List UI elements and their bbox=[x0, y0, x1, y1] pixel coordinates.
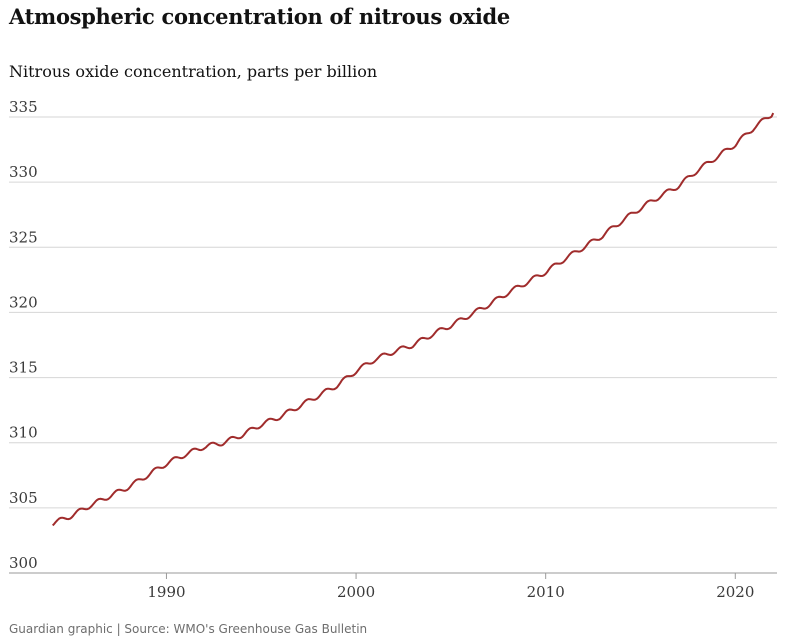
source-footer: Guardian graphic | Source: WMO's Greenho… bbox=[9, 622, 368, 636]
y-tick-label-310: 310 bbox=[9, 424, 38, 442]
y-tick-label-305: 305 bbox=[9, 489, 38, 507]
x-tick-label-2010: 2010 bbox=[527, 583, 565, 601]
y-tick-label-335: 335 bbox=[9, 98, 38, 116]
x-tick-label-2020: 2020 bbox=[716, 583, 754, 601]
series-layer bbox=[51, 112, 775, 527]
y-tick-label-325: 325 bbox=[9, 228, 38, 246]
line-chart: 300 305 310 315 320 325 330 335 1990 2000 2010 202… bbox=[9, 98, 777, 601]
x-axis-ticks: 1990 2000 2010 2020 bbox=[147, 573, 754, 601]
y-tick-label-320: 320 bbox=[9, 293, 38, 311]
chart-title: Atmospheric concentration of nitrous oxi… bbox=[9, 4, 510, 29]
y-tick-label-330: 330 bbox=[9, 163, 38, 181]
chart-subtitle: Nitrous oxide concentration, parts per b… bbox=[9, 62, 378, 81]
gridlines bbox=[9, 116, 777, 574]
y-tick-label-300: 300 bbox=[9, 554, 38, 572]
series-line-0 bbox=[51, 112, 775, 527]
y-tick-label-315: 315 bbox=[9, 359, 38, 377]
x-tick-label-2000: 2000 bbox=[337, 583, 375, 601]
y-axis-ticks: 300 305 310 315 320 325 330 335 bbox=[9, 98, 38, 572]
x-tick-label-1990: 1990 bbox=[147, 583, 185, 601]
